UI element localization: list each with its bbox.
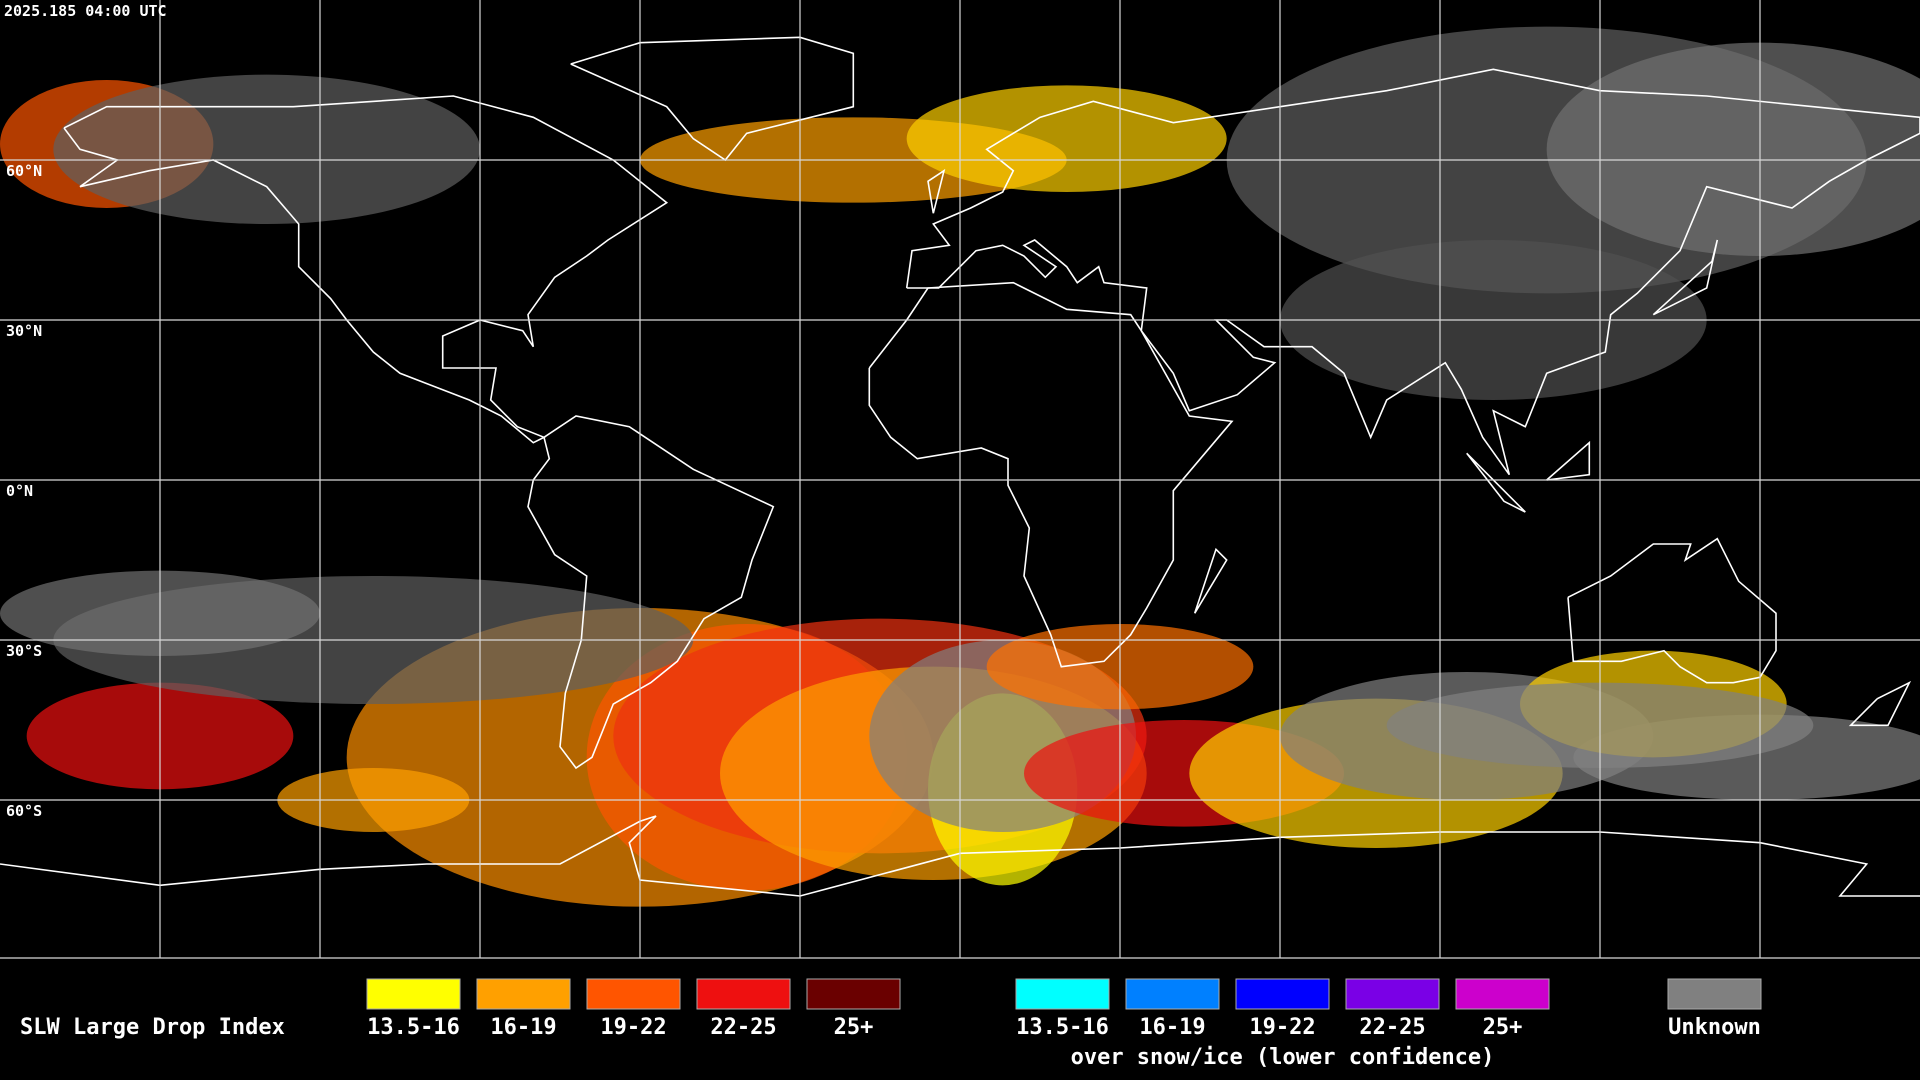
legend-swatch [586,978,681,1010]
coastline [1466,452,1526,513]
legend-label: 19-22 [1249,1015,1315,1040]
cloud-field [1546,42,1920,256]
coastline [1848,680,1912,727]
legend-label: 25+ [834,1015,874,1040]
legend-label: Unknown [1668,1015,1761,1040]
lat-label: 60°N [6,162,42,180]
coastline [1652,239,1719,316]
legend-label: 25+ [1483,1015,1523,1040]
coastline [1567,537,1777,684]
legend-swatch [1235,978,1330,1010]
legend-swatch [476,978,571,1010]
graticule [0,0,1920,958]
coastline [527,415,775,770]
legend-label: 13.5-16 [1016,1015,1109,1040]
legend-label: 13.5-16 [367,1015,460,1040]
legend-swatch [1667,978,1762,1010]
lat-label: 30°S [6,642,42,660]
legend-label: 22-25 [1359,1015,1425,1040]
legend-caption: over snow/ice (lower confidence) [1071,1045,1495,1070]
coastline [927,168,946,214]
legend-swatch [1125,978,1220,1010]
cloud-field [53,74,481,225]
legend-swatch [366,978,461,1010]
legend-swatch [1015,978,1110,1010]
legend: SLW Large Drop Index 13.5-16 16-19 19-22 22-… [20,978,1762,1070]
legend-title: SLW Large Drop Index [20,1015,285,1040]
legend-label: 22-25 [710,1015,776,1040]
legend-swatch [1455,978,1550,1010]
legend-label: 16-19 [1139,1015,1205,1040]
coastline [1546,440,1591,481]
coastline [905,68,1920,476]
legend-swatch [696,978,791,1010]
lat-label: 30°N [6,322,42,340]
lat-labels: 60°N 30°N 0°N 30°S 60°S [6,162,42,820]
legend-swatch [1345,978,1440,1010]
cloud-field [906,85,1227,192]
legend-swatch [806,978,901,1010]
coastline [1193,547,1228,614]
legend-label: 16-19 [490,1015,556,1040]
lat-label: 0°N [6,482,33,500]
timestamp: 2025.185 04:00 UTC [4,2,167,20]
legend-label: 19-22 [600,1015,666,1040]
lat-label: 60°S [6,802,42,820]
coastline [868,281,1234,668]
cloud-fields [0,26,1920,907]
